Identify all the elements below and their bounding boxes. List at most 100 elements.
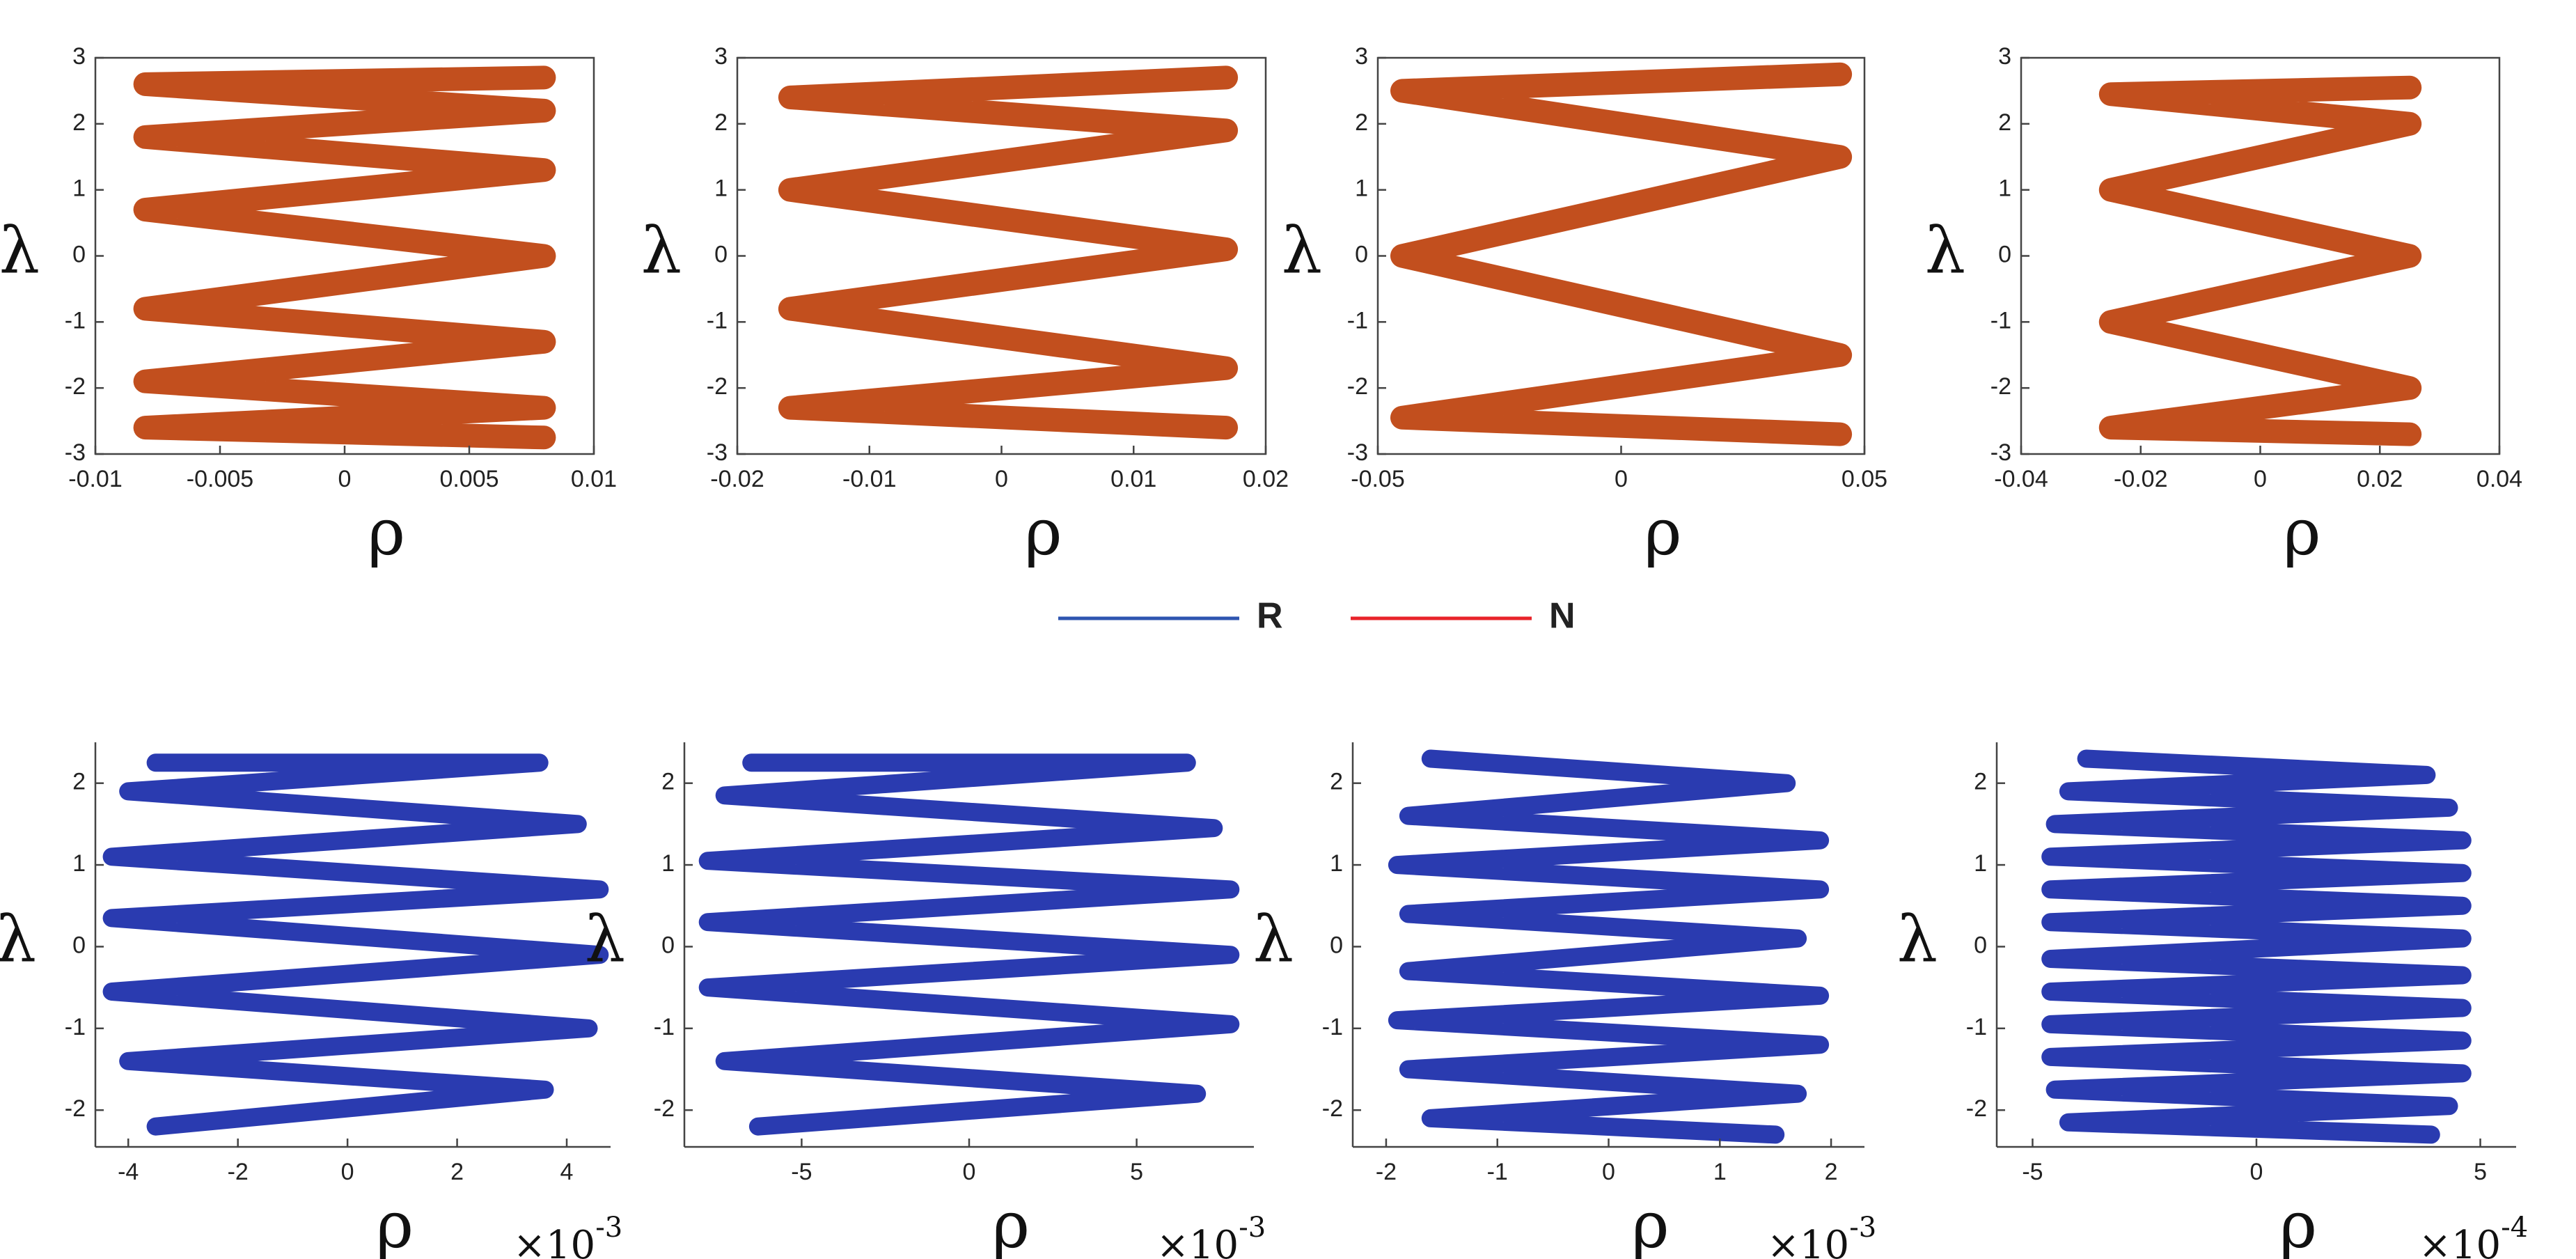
- y-tick-label: -1: [1322, 1014, 1343, 1040]
- y-axis-label: λ: [0, 213, 40, 288]
- x-tick-label: -5: [791, 1159, 812, 1185]
- x-tick-label: 0: [341, 1159, 354, 1185]
- y-axis-label: λ: [585, 902, 625, 976]
- x-tick-label: -0.005: [187, 466, 253, 492]
- y-axis-label: λ: [641, 213, 682, 288]
- y-tick-label: -1: [1347, 307, 1368, 334]
- x-axis-label: ρ: [368, 495, 405, 570]
- y-tick-label: 2: [1974, 769, 1987, 795]
- offset-exponent: -3: [1849, 1212, 1876, 1244]
- subplot: -0.02 -0.01 0 0.01 0.02 -3 -2 -1 0 1 2 3 λ ρ: [641, 43, 1289, 570]
- x-tick-label: 0: [963, 1159, 976, 1185]
- x-tick-label: 2: [450, 1159, 464, 1185]
- x-tick-label: 0.02: [2357, 466, 2403, 492]
- band-curve: [1388, 749, 1830, 1144]
- offset-exponent: -3: [595, 1212, 622, 1244]
- subplot: -0.05 0 0.05 -3 -2 -1 0 1 2 3 λ ρ: [1282, 43, 1887, 570]
- axis-offset: ×10-3: [1156, 1212, 1266, 1259]
- subplot: -0.01 -0.005 0 0.005 0.01 -3 -2 -1 0 1 2 3 λ ρ: [0, 43, 617, 570]
- x-tick-label: 0.01: [571, 466, 617, 492]
- y-tick-label: 2: [661, 769, 675, 795]
- legend-label: N: [1549, 596, 1576, 636]
- x-tick-label: 4: [560, 1159, 574, 1185]
- y-tick-label: 1: [72, 175, 86, 202]
- x-tick-label: 0: [2250, 1159, 2263, 1185]
- y-tick-label: -1: [1966, 1014, 1987, 1040]
- subplot: -4 -2 0 2 4 -2 -1 0 1 2 λ ρ ×10-3: [0, 742, 622, 1259]
- x-tick-label: -0.05: [1351, 466, 1405, 492]
- x-axis-label: ρ: [1024, 495, 1062, 570]
- y-tick-label: 0: [72, 932, 86, 958]
- y-tick-label: -1: [65, 1014, 86, 1040]
- y-tick-label: 3: [1355, 43, 1368, 70]
- offset-exponent: -4: [2501, 1212, 2528, 1244]
- y-tick-label: 2: [714, 109, 728, 136]
- band-curve: [2041, 749, 2472, 1144]
- offset-base: ×10: [513, 1223, 595, 1259]
- offset-exponent: -3: [1239, 1212, 1266, 1244]
- y-tick-label: 2: [1355, 109, 1368, 136]
- y-tick-label: 3: [714, 43, 728, 70]
- y-tick-label: 2: [1330, 769, 1343, 795]
- y-tick-label: 1: [714, 175, 728, 202]
- y-tick-label: 1: [1330, 850, 1343, 877]
- x-tick-label: -1: [1487, 1159, 1508, 1185]
- x-tick-label: -0.02: [2114, 466, 2168, 492]
- x-tick-label: -2: [228, 1159, 249, 1185]
- band-curve: [778, 65, 1239, 440]
- y-axis-label: λ: [1282, 213, 1322, 288]
- offset-base: ×10: [1767, 1223, 1849, 1259]
- x-axis-label: ρ: [1631, 1188, 1669, 1259]
- x-tick-label: 0: [1602, 1159, 1615, 1185]
- y-axis-label: λ: [1897, 902, 1938, 976]
- y-tick-label: -3: [1990, 439, 2011, 466]
- x-tick-label: 0.005: [439, 466, 498, 492]
- x-axis-label: ρ: [992, 1188, 1030, 1259]
- y-axis-label: λ: [1925, 213, 1965, 288]
- y-tick-label: -2: [1990, 373, 2011, 400]
- y-tick-label: 0: [72, 241, 86, 267]
- y-tick-label: 0: [714, 241, 728, 267]
- y-tick-label: -2: [654, 1095, 675, 1122]
- subplot: -2 -1 0 1 2 -2 -1 0 1 2 λ ρ ×10-3: [1253, 742, 1876, 1259]
- legend-label: R: [1257, 596, 1283, 636]
- y-tick-label: 0: [1330, 932, 1343, 958]
- y-tick-label: 0: [1974, 932, 1987, 958]
- offset-base: ×10: [2419, 1223, 2501, 1259]
- band-curve: [133, 65, 556, 450]
- band-curve: [102, 753, 609, 1136]
- y-tick-label: -2: [1966, 1095, 1987, 1122]
- y-tick-label: 0: [1998, 241, 2011, 267]
- y-tick-label: 0: [661, 932, 675, 958]
- y-tick-label: -3: [1347, 439, 1368, 466]
- x-tick-label: 0.04: [2476, 466, 2522, 492]
- y-tick-label: -3: [65, 439, 86, 466]
- y-tick-label: -2: [707, 373, 728, 400]
- axis-offset: ×10-4: [2419, 1212, 2528, 1259]
- x-tick-label: -5: [2022, 1159, 2043, 1185]
- x-tick-label: -0.01: [842, 466, 897, 492]
- x-tick-label: 1: [1713, 1159, 1727, 1185]
- x-tick-label: 0.05: [1841, 466, 1887, 492]
- y-tick-label: 3: [72, 43, 86, 70]
- y-axis-label: λ: [1253, 902, 1294, 976]
- x-tick-label: -0.04: [1994, 466, 2048, 492]
- x-tick-label: 0: [2254, 466, 2267, 492]
- x-axis-label: ρ: [376, 1188, 414, 1259]
- subplot: -5 0 5 -2 -1 0 1 2 λ ρ ×10-4: [1897, 742, 2528, 1259]
- subplot: -0.04 -0.02 0 0.02 0.04 -3 -2 -1 0 1 2 3 λ ρ: [1925, 43, 2522, 570]
- x-tick-label: 5: [1130, 1159, 1143, 1185]
- y-tick-label: 3: [1998, 43, 2011, 70]
- y-tick-label: -2: [65, 1095, 86, 1122]
- y-tick-label: -2: [65, 373, 86, 400]
- x-tick-label: 5: [2474, 1159, 2487, 1185]
- y-tick-label: 1: [1974, 850, 1987, 877]
- y-tick-label: 1: [1355, 175, 1368, 202]
- x-tick-label: 0: [995, 466, 1008, 492]
- y-tick-label: 1: [1998, 175, 2011, 202]
- x-axis-label: ρ: [2283, 495, 2320, 570]
- x-tick-label: 0: [1615, 466, 1628, 492]
- x-tick-label: -2: [1376, 1159, 1397, 1185]
